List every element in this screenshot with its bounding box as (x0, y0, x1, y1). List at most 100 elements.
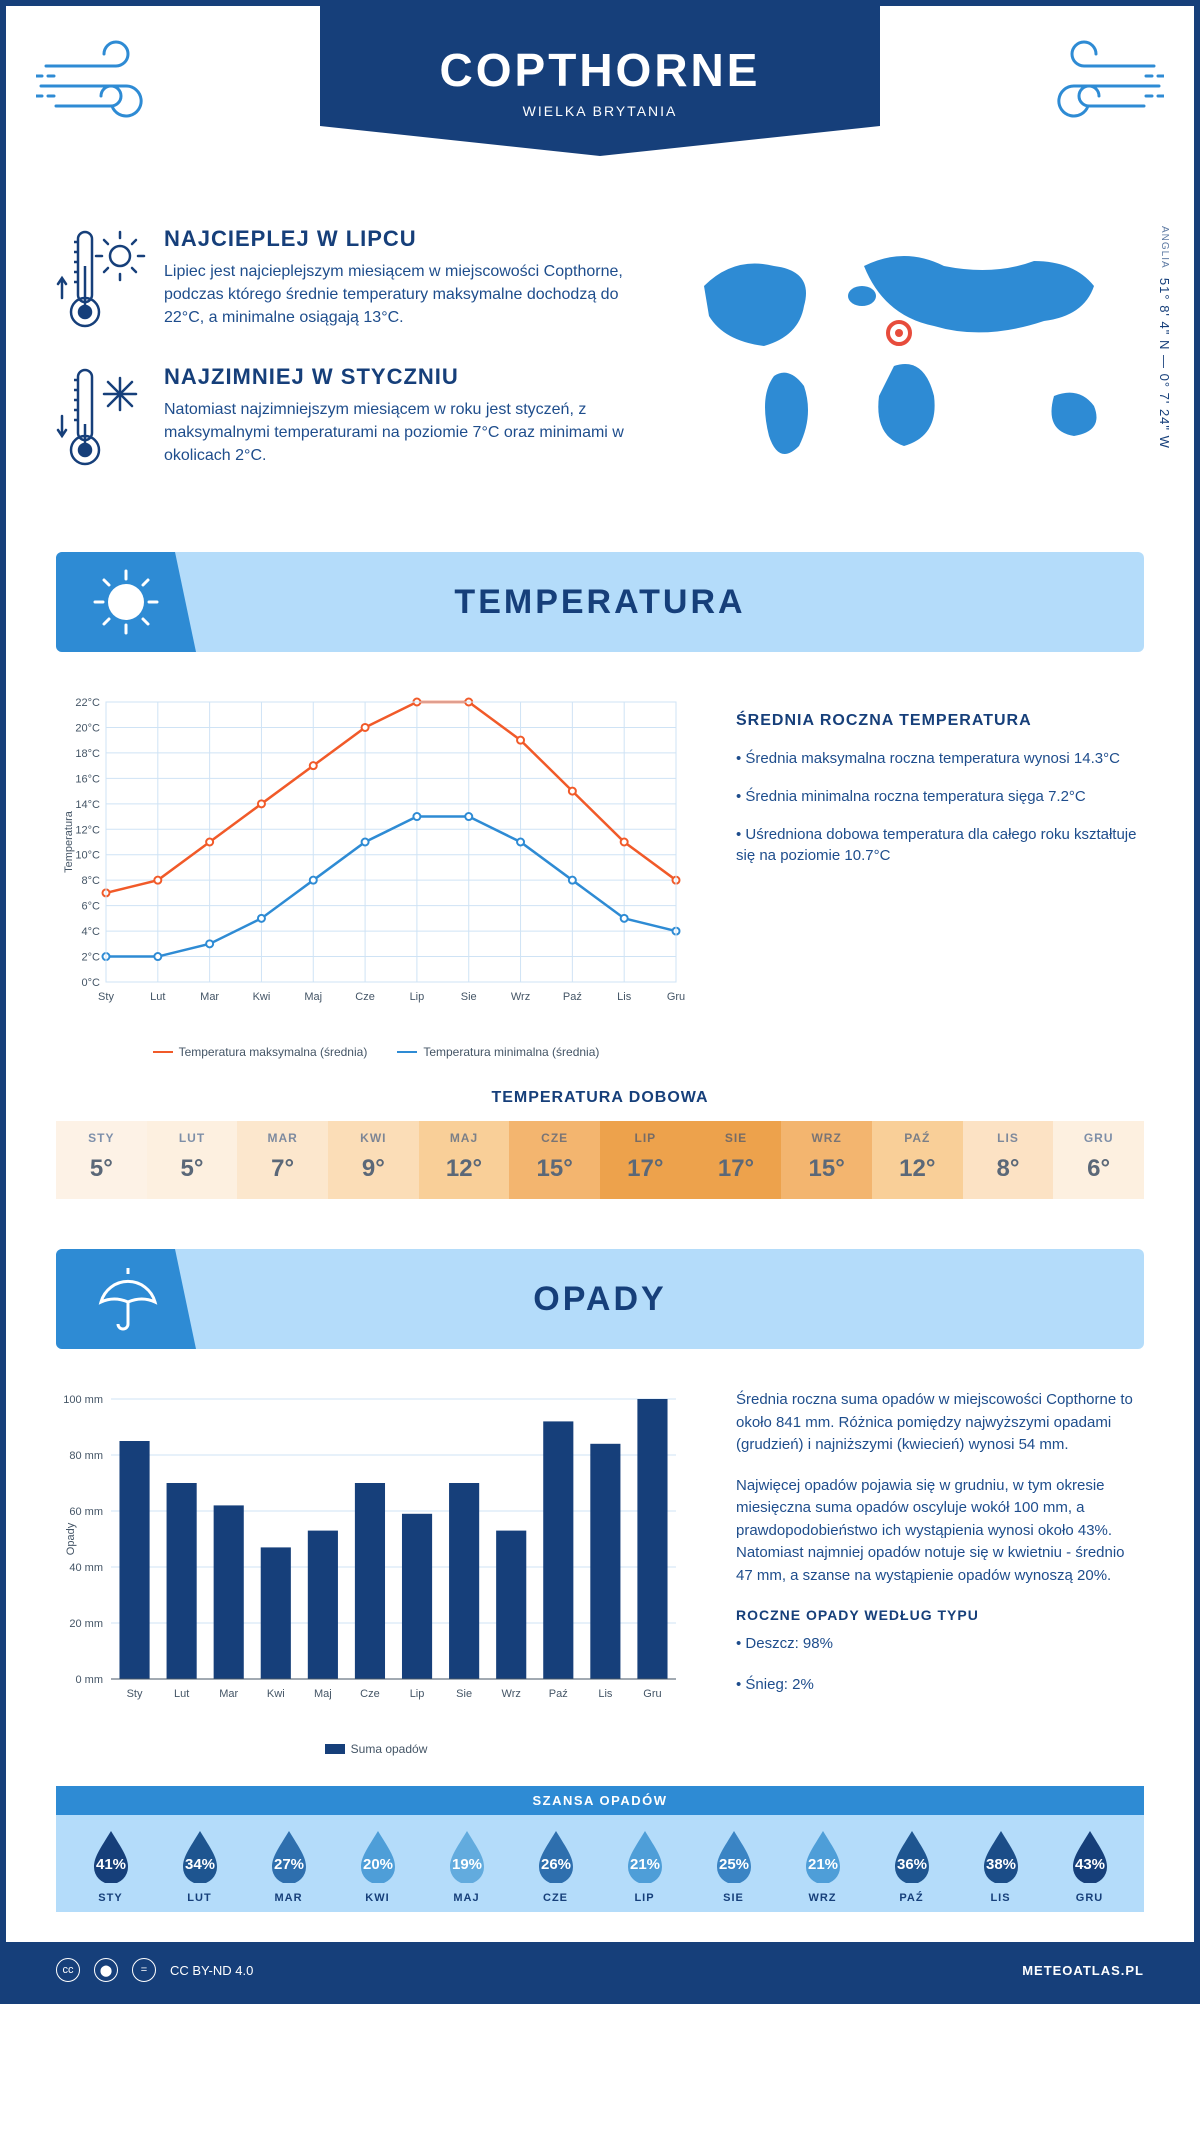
svg-text:Wrz: Wrz (511, 991, 530, 1003)
svg-text:25%: 25% (718, 1856, 748, 1873)
svg-text:Lis: Lis (617, 991, 632, 1003)
svg-text:Lip: Lip (410, 991, 425, 1003)
fact-cold-body: Natomiast najzimniejszym miesiącem w rok… (164, 398, 644, 468)
svg-text:16°C: 16°C (75, 773, 100, 785)
svg-text:Kwi: Kwi (253, 991, 271, 1003)
svg-text:2°C: 2°C (82, 952, 101, 964)
rain-chance-drop: 26%CZE (511, 1827, 600, 1904)
thermometer-cold-icon (56, 364, 146, 474)
svg-text:Lip: Lip (410, 1688, 425, 1700)
precipitation-heading: OPADY (56, 1249, 1144, 1349)
daily-cell: CZE15° (509, 1121, 600, 1199)
world-map: ANGLIA 51° 8' 4" N — 0° 7' 24" W (684, 226, 1144, 502)
daily-cell: MAR7° (237, 1121, 328, 1199)
thermometer-hot-icon (56, 226, 146, 336)
svg-text:Maj: Maj (314, 1688, 332, 1700)
svg-text:Mar: Mar (200, 991, 219, 1003)
svg-text:0 mm: 0 mm (76, 1674, 104, 1686)
svg-text:18°C: 18°C (75, 748, 100, 760)
cc-nd-icon: = (132, 1958, 156, 1982)
fact-hot-title: NAJCIEPLEJ W LIPCU (164, 226, 644, 252)
fact-hot: NAJCIEPLEJ W LIPCU Lipiec jest najcieple… (56, 226, 644, 336)
rain-chance-drop: 36%PAŹ (867, 1827, 956, 1904)
daily-cell: KWI9° (328, 1121, 419, 1199)
svg-text:Gru: Gru (643, 1688, 661, 1700)
precipitation-stats: Średnia roczna suma opadów w miejscowośc… (736, 1389, 1144, 1756)
page-subtitle: WIELKA BRYTANIA (523, 103, 678, 119)
daily-cell: LIS8° (963, 1121, 1054, 1199)
svg-text:43%: 43% (1074, 1856, 1104, 1873)
svg-text:12°C: 12°C (75, 824, 100, 836)
daily-cell: WRZ15° (781, 1121, 872, 1199)
footer: cc ⬤ = CC BY-ND 4.0 METEOATLAS.PL (6, 1942, 1194, 1998)
svg-text:80 mm: 80 mm (69, 1450, 103, 1462)
daily-cell: GRU6° (1053, 1121, 1144, 1199)
rain-chance-drop: 21%LIP (600, 1827, 689, 1904)
umbrella-icon (91, 1264, 161, 1334)
rain-chance-panel: SZANSA OPADÓW 41%STY34%LUT27%MAR20%KWI19… (56, 1786, 1144, 1912)
sun-icon (91, 567, 161, 637)
rain-chance-drop: 34%LUT (155, 1827, 244, 1904)
svg-text:10°C: 10°C (75, 850, 100, 862)
rain-chance-drop: 38%LIS (956, 1827, 1045, 1904)
svg-text:Sty: Sty (98, 991, 114, 1003)
wind-icon (36, 36, 196, 136)
svg-text:Wrz: Wrz (502, 1688, 521, 1700)
rain-chance-drop: 27%MAR (244, 1827, 333, 1904)
intro-section: NAJCIEPLEJ W LIPCU Lipiec jest najcieple… (6, 226, 1194, 532)
svg-text:27%: 27% (273, 1856, 303, 1873)
daily-cell: PAŹ12° (872, 1121, 963, 1199)
svg-text:34%: 34% (184, 1856, 214, 1873)
license-label: CC BY-ND 4.0 (170, 1963, 253, 1978)
svg-text:Lis: Lis (598, 1688, 613, 1700)
svg-text:Cze: Cze (355, 991, 375, 1003)
svg-text:14°C: 14°C (75, 799, 100, 811)
cc-icon: cc (56, 1958, 80, 1982)
svg-text:21%: 21% (629, 1856, 659, 1873)
coordinates: ANGLIA 51° 8' 4" N — 0° 7' 24" W (1157, 226, 1172, 449)
svg-text:Paź: Paź (563, 991, 582, 1003)
svg-text:Sie: Sie (456, 1688, 472, 1700)
svg-text:8°C: 8°C (82, 875, 101, 887)
svg-text:Opady: Opady (65, 1522, 77, 1555)
svg-text:Sie: Sie (461, 991, 477, 1003)
svg-text:100 mm: 100 mm (63, 1394, 103, 1406)
fact-cold: NAJZIMNIEJ W STYCZNIU Natomiast najzimni… (56, 364, 644, 474)
svg-text:40 mm: 40 mm (69, 1562, 103, 1574)
svg-text:21%: 21% (807, 1856, 837, 1873)
svg-text:20°C: 20°C (75, 722, 100, 734)
svg-text:19%: 19% (451, 1856, 481, 1873)
temperature-line-chart: 0°C2°C4°C6°C8°C10°C12°C14°C16°C18°C20°C2… (56, 692, 696, 1059)
svg-text:22°C: 22°C (75, 697, 100, 709)
daily-cell: SIE17° (691, 1121, 782, 1199)
svg-text:Temperatura: Temperatura (63, 810, 75, 873)
daily-cell: LUT5° (147, 1121, 238, 1199)
header: COPTHORNE WIELKA BRYTANIA (6, 6, 1194, 226)
rain-chance-drop: 21%WRZ (778, 1827, 867, 1904)
daily-cell: LIP17° (600, 1121, 691, 1199)
site-link[interactable]: METEOATLAS.PL (1022, 1963, 1144, 1978)
svg-text:26%: 26% (540, 1856, 570, 1873)
svg-text:6°C: 6°C (82, 901, 101, 913)
svg-text:Paź: Paź (549, 1688, 568, 1700)
svg-text:41%: 41% (95, 1856, 125, 1873)
temperature-stats: ŚREDNIA ROCZNA TEMPERATURA • Średnia mak… (736, 692, 1144, 1059)
svg-text:Sty: Sty (127, 1688, 143, 1700)
daily-cell: MAJ12° (419, 1121, 510, 1199)
svg-text:Maj: Maj (304, 991, 322, 1003)
svg-text:Lut: Lut (150, 991, 165, 1003)
precipitation-bar-chart: 0 mm20 mm40 mm60 mm80 mm100 mmStyLutMarK… (56, 1389, 696, 1756)
title-banner: COPTHORNE WIELKA BRYTANIA (320, 6, 880, 156)
rain-chance-drop: 19%MAJ (422, 1827, 511, 1904)
rain-chance-drop: 41%STY (66, 1827, 155, 1904)
fact-hot-body: Lipiec jest najcieplejszym miesiącem w m… (164, 260, 644, 330)
map-marker-icon (886, 320, 912, 346)
rain-chance-drop: 25%SIE (689, 1827, 778, 1904)
daily-temperature-table: TEMPERATURA DOBOWA STY5°LUT5°MAR7°KWI9°M… (6, 1079, 1194, 1229)
daily-cell: STY5° (56, 1121, 147, 1199)
svg-text:Kwi: Kwi (267, 1688, 285, 1700)
cc-by-icon: ⬤ (94, 1958, 118, 1982)
svg-text:Lut: Lut (174, 1688, 189, 1700)
svg-text:38%: 38% (985, 1856, 1015, 1873)
svg-text:Gru: Gru (667, 991, 685, 1003)
